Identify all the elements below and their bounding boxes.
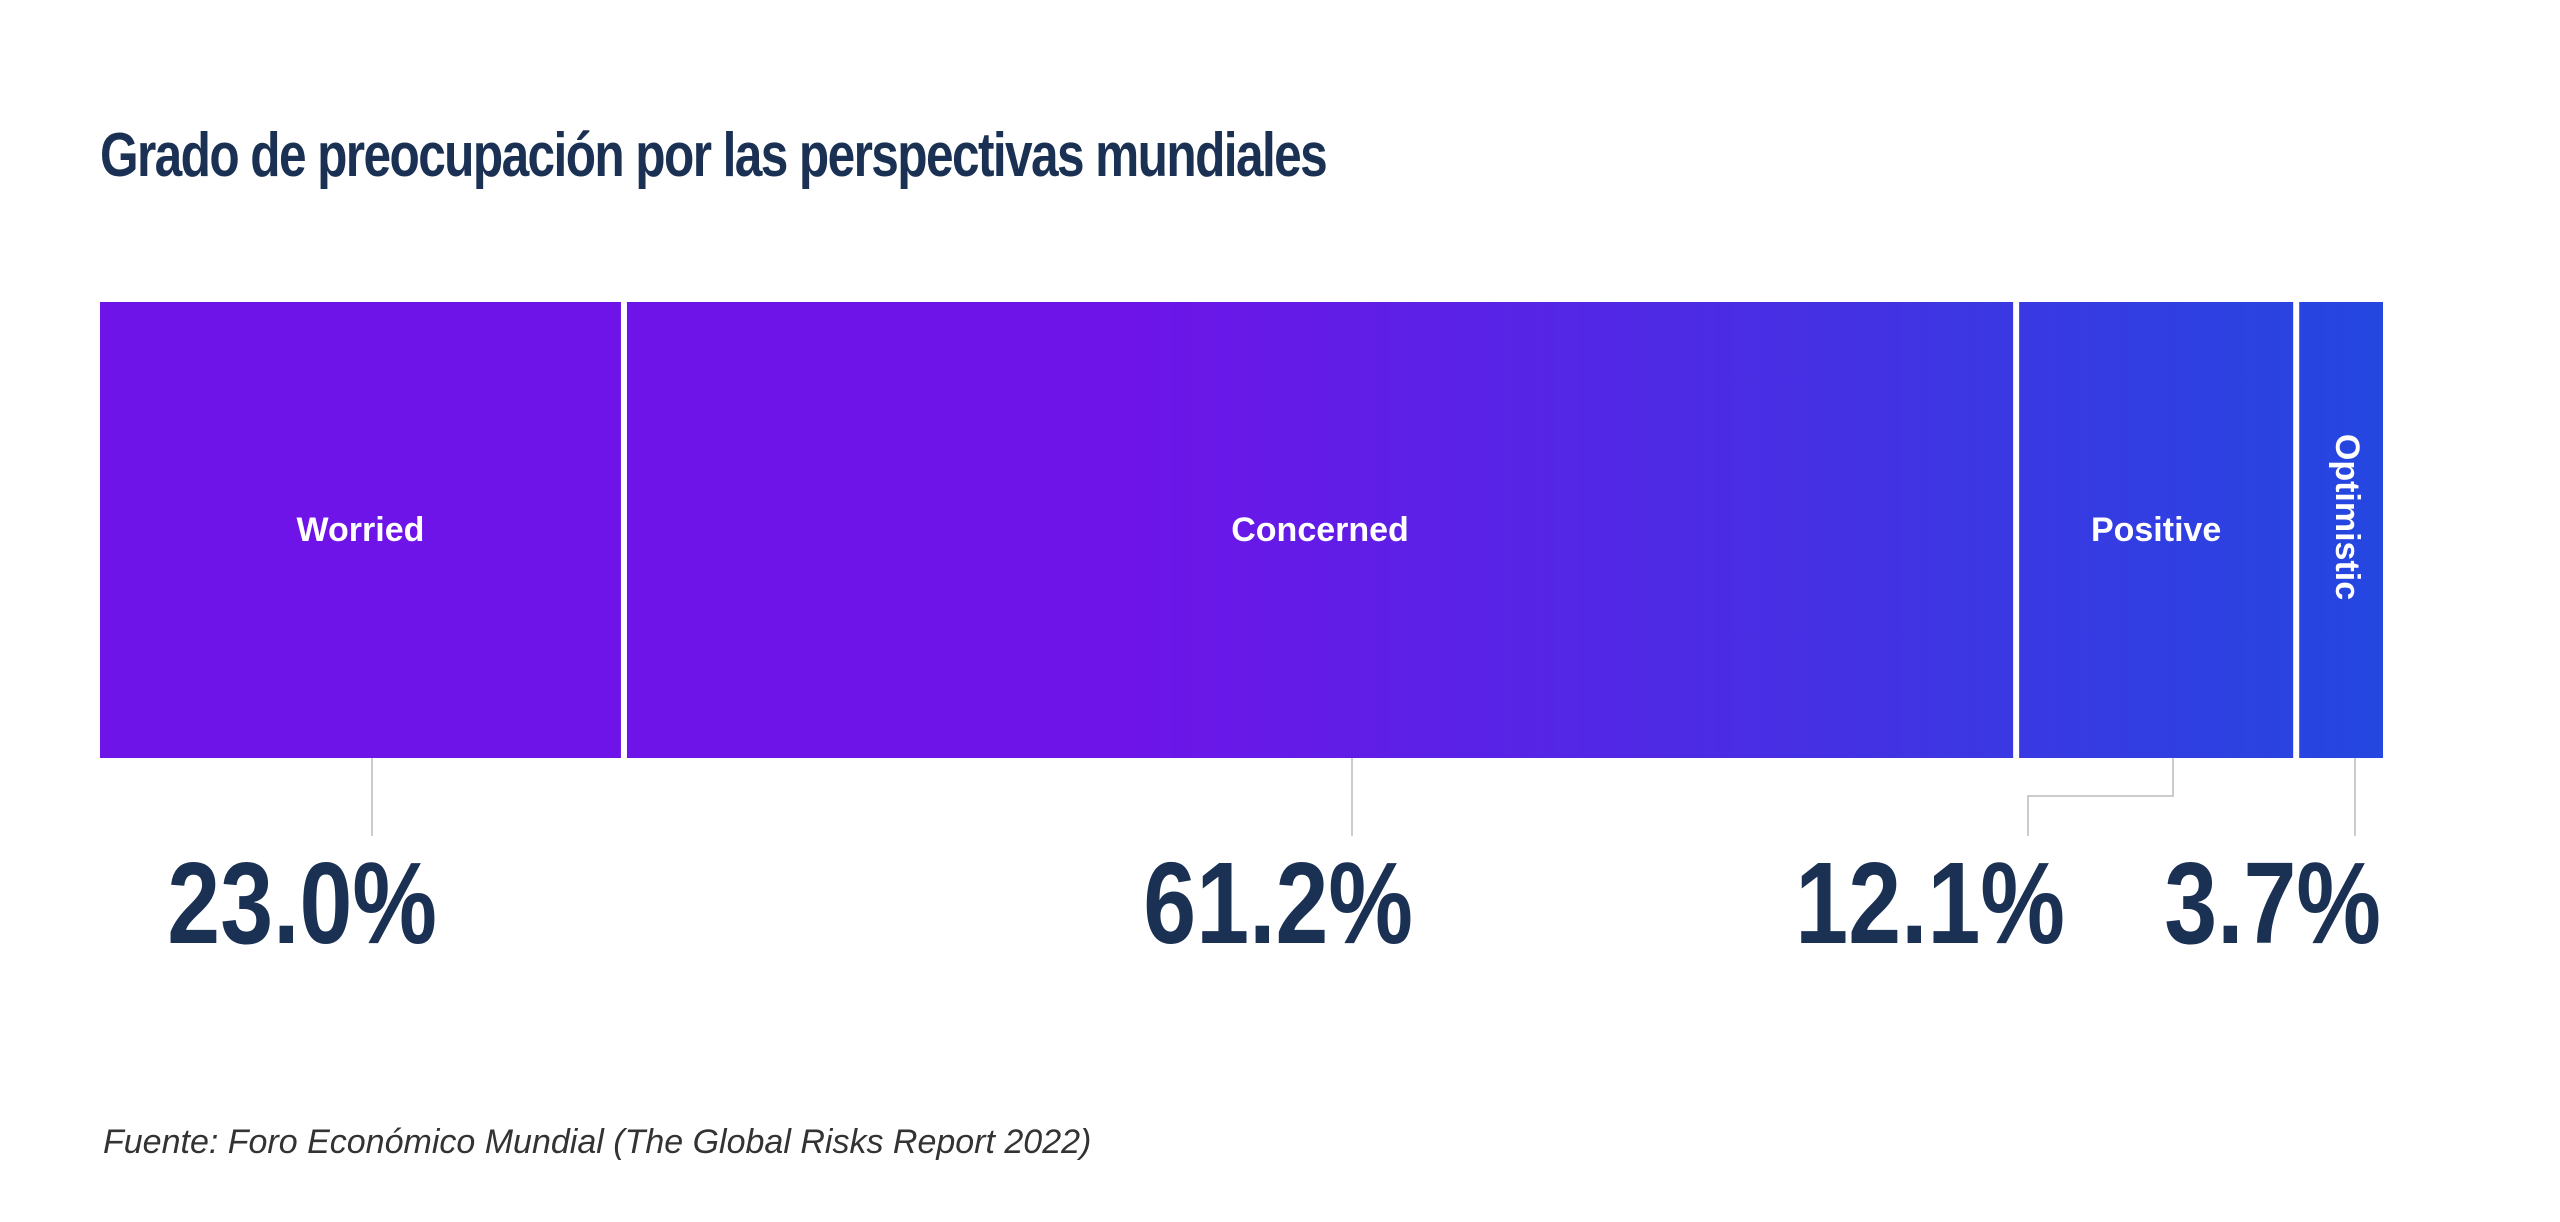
bar-segment-positive: [2019, 302, 2294, 758]
segment-label-optimistic: Optimistic: [2328, 434, 2366, 600]
bar-segment-optimistic: [2299, 302, 2384, 758]
segment-label-concerned: Concerned: [1231, 511, 1409, 549]
bar-segments: [100, 302, 2384, 758]
value-label-worried: 23.0%: [167, 839, 437, 968]
value-label-positive: 12.1%: [1795, 839, 2065, 968]
leader-lines: [371, 758, 2356, 836]
chart-title: Grado de preocupación por las perspectiv…: [100, 121, 1328, 190]
percent-labels: 23.0% 61.2% 12.1% 3.7%: [167, 839, 2381, 968]
value-label-optimistic: 3.7%: [2164, 839, 2381, 968]
leader-line-positive: [2027, 758, 2174, 836]
bar-segment-concerned: [626, 302, 2014, 758]
segment-label-worried: Worried: [297, 511, 425, 549]
segment-labels: Worried Concerned Positive Optimistic: [297, 434, 2367, 600]
source-note: Fuente: Foro Económico Mundial (The Glob…: [103, 1123, 1092, 1161]
segment-label-positive: Positive: [2091, 511, 2221, 549]
value-label-concerned: 61.2%: [1143, 839, 1413, 968]
bar-segment-worried: [100, 302, 621, 758]
